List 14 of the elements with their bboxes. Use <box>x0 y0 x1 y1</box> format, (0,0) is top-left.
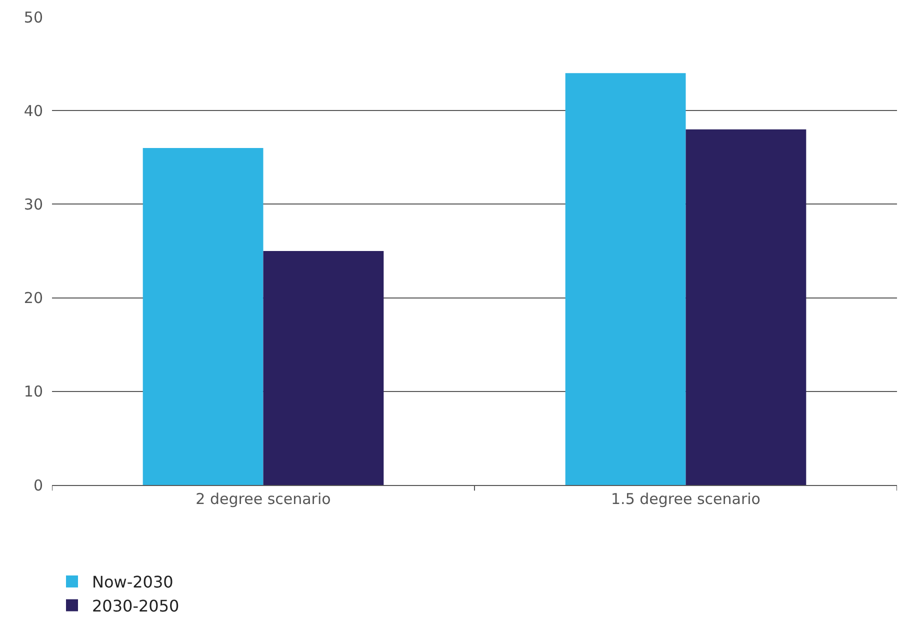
x-tick-label: 1.5 degree scenario <box>611 490 760 508</box>
y-tick-label: 0 <box>33 476 43 494</box>
bar <box>142 148 264 485</box>
legend-label: Now-2030 <box>92 572 174 592</box>
y-tick-label: 40 <box>24 102 43 120</box>
bar <box>263 251 384 485</box>
bar <box>686 129 806 485</box>
y-tick-label: 50 <box>24 8 43 26</box>
y-tick-label: 20 <box>24 289 43 308</box>
bar <box>565 73 686 485</box>
legend-label: 2030-2050 <box>92 596 180 616</box>
y-tick-label: 30 <box>24 195 43 214</box>
y-tick-label: 10 <box>24 382 43 401</box>
x-tick-label: 2 degree scenario <box>196 490 331 508</box>
